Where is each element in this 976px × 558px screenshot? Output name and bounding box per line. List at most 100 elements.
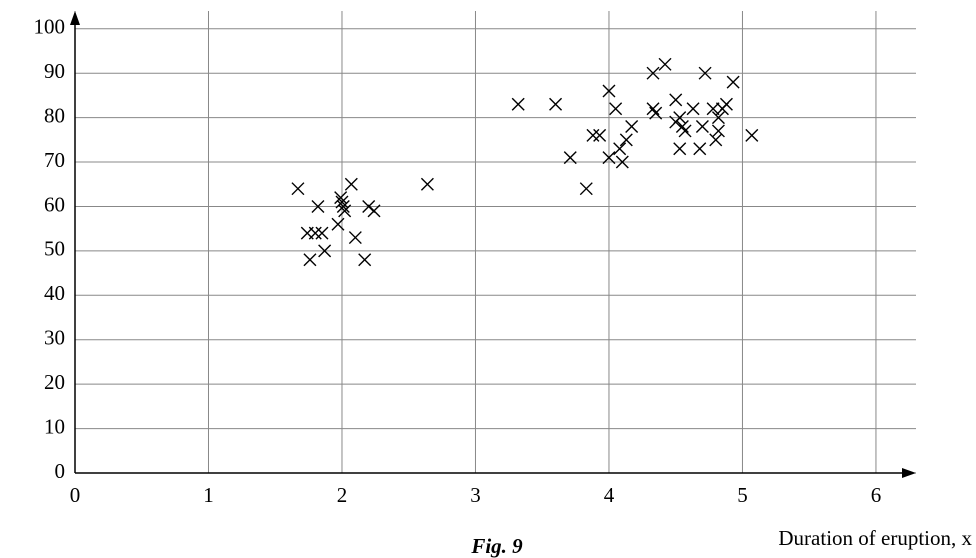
y-tick-label: 10 (44, 414, 65, 438)
y-tick-label: 50 (44, 237, 65, 261)
point-stroke (602, 151, 616, 165)
point-stroke (658, 57, 672, 71)
x-tick-label: 1 (203, 483, 214, 507)
point-stroke (511, 97, 525, 111)
point-stroke (291, 182, 305, 196)
point (291, 182, 305, 196)
point (673, 142, 687, 156)
point (658, 57, 672, 71)
point-stroke (367, 204, 381, 218)
point (669, 93, 683, 107)
y-tick-label: 70 (44, 148, 65, 172)
point-stroke (625, 120, 639, 133)
point-stroke (311, 199, 325, 213)
point (709, 133, 723, 147)
point-stroke (315, 226, 329, 240)
point-stroke (593, 128, 607, 142)
point-stroke (348, 231, 362, 245)
point (719, 97, 733, 111)
point-stroke (695, 120, 709, 133)
x-tick-label: 5 (737, 483, 748, 507)
point (308, 226, 322, 240)
point (649, 106, 663, 120)
point-stroke (646, 102, 660, 116)
point (579, 182, 593, 196)
x-axis-arrow (902, 468, 916, 478)
point (335, 195, 349, 209)
point-stroke (673, 142, 687, 156)
point-stroke (646, 66, 660, 80)
point (344, 177, 358, 191)
point (586, 128, 600, 142)
point-stroke (318, 244, 332, 258)
point (338, 204, 352, 218)
point-stroke (673, 111, 687, 125)
point-stroke (711, 111, 725, 125)
point (549, 97, 563, 111)
point (745, 128, 759, 142)
y-tick-label: 40 (44, 281, 65, 305)
point (711, 111, 725, 125)
y-tick-label: 90 (44, 59, 65, 83)
point (511, 97, 525, 111)
x-axis-label: Duration of eruption, x (778, 526, 972, 550)
point (331, 217, 345, 231)
point (420, 177, 434, 191)
point (358, 253, 372, 267)
point (348, 231, 362, 245)
point (602, 84, 616, 98)
y-tick-label: 30 (44, 326, 65, 350)
point-stroke (609, 102, 623, 116)
point-stroke (619, 133, 633, 147)
point-stroke (303, 253, 317, 267)
point-stroke (420, 177, 434, 191)
point-stroke (336, 199, 350, 213)
point-stroke (693, 142, 707, 156)
point-stroke (698, 66, 712, 80)
point-stroke (726, 75, 740, 89)
point (593, 128, 607, 142)
x-tick-label: 6 (871, 483, 882, 507)
point (711, 124, 725, 138)
point (619, 133, 633, 147)
point-stroke (563, 151, 577, 165)
point-stroke (675, 120, 689, 133)
point (678, 124, 692, 138)
y-tick-label: 60 (44, 192, 65, 216)
point (726, 75, 740, 89)
point-stroke (344, 177, 358, 191)
x-tick-label: 4 (604, 483, 615, 507)
point-stroke (686, 102, 700, 116)
point-stroke (719, 97, 733, 111)
point (367, 204, 381, 218)
point (315, 226, 329, 240)
point (613, 142, 627, 156)
point (695, 120, 709, 133)
point (706, 102, 720, 116)
point-stroke (613, 142, 627, 156)
x-tick-label: 0 (70, 483, 81, 507)
point-stroke (706, 102, 720, 116)
y-tick-label: 100 (34, 15, 66, 39)
point-stroke (669, 93, 683, 107)
point (686, 102, 700, 116)
point-stroke (549, 97, 563, 111)
point (698, 66, 712, 80)
y-tick-label: 0 (55, 459, 66, 483)
point (336, 199, 350, 213)
caption: Fig. 9 (470, 534, 523, 558)
y-axis-arrow (70, 11, 80, 25)
point-stroke (678, 124, 692, 138)
point (602, 151, 616, 165)
point-stroke (358, 253, 372, 267)
point-stroke (615, 155, 629, 169)
point-stroke (335, 195, 349, 209)
x-tick-label: 3 (470, 483, 481, 507)
point (609, 102, 623, 116)
point (318, 244, 332, 258)
point (673, 111, 687, 125)
point (563, 151, 577, 165)
point-stroke (331, 217, 345, 231)
point-stroke (579, 182, 593, 196)
point (646, 102, 660, 116)
